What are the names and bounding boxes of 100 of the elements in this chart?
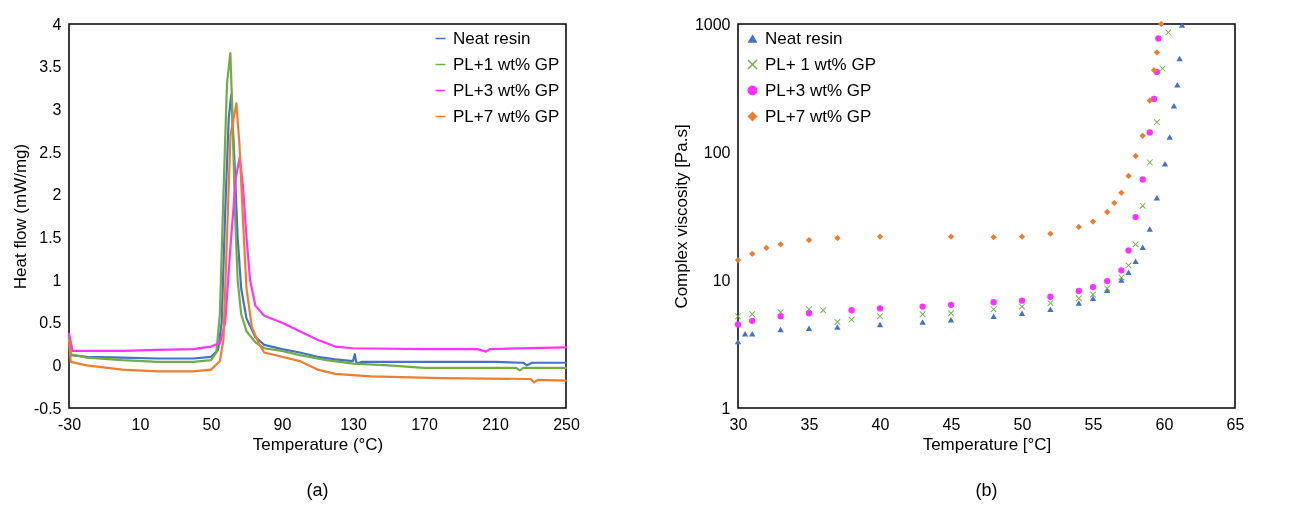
point bbox=[777, 241, 784, 248]
point bbox=[1139, 244, 1146, 251]
point bbox=[1125, 269, 1132, 275]
point bbox=[1018, 310, 1026, 316]
point bbox=[749, 331, 756, 337]
point bbox=[1146, 97, 1153, 104]
legend-label: Neat resin bbox=[453, 28, 531, 48]
point bbox=[1118, 267, 1125, 274]
point bbox=[1166, 134, 1173, 140]
point bbox=[1047, 306, 1054, 313]
x-tick-label: 50 bbox=[1013, 415, 1032, 433]
y-tick-label: 1000 bbox=[694, 15, 731, 33]
legend-label: PL+3 wt% GP bbox=[453, 80, 560, 100]
point bbox=[777, 313, 784, 320]
legend-label: PL+7 wt% GP bbox=[453, 106, 560, 126]
point bbox=[1075, 300, 1082, 306]
point bbox=[749, 317, 756, 324]
x-tick-label: 90 bbox=[273, 415, 292, 433]
text: (b) bbox=[975, 480, 998, 500]
point bbox=[919, 319, 926, 325]
point bbox=[741, 331, 749, 337]
point bbox=[734, 321, 742, 328]
point bbox=[1089, 295, 1097, 301]
point bbox=[1132, 152, 1139, 160]
y-tick-label: 2.5 bbox=[39, 143, 62, 161]
point bbox=[990, 299, 997, 306]
point bbox=[1075, 295, 1082, 302]
x-tick-label: 30 bbox=[729, 415, 748, 433]
y-axis-title: Complex viscosity [Pa.s] bbox=[671, 124, 691, 309]
point bbox=[1104, 277, 1111, 285]
x-tick-label: 170 bbox=[411, 415, 438, 433]
point bbox=[805, 325, 813, 331]
point bbox=[834, 318, 841, 326]
y-tick-label: 1 bbox=[52, 271, 62, 289]
point bbox=[1018, 297, 1026, 304]
point bbox=[834, 234, 841, 242]
point bbox=[1146, 159, 1153, 166]
x-tick-label: 50 bbox=[202, 415, 221, 433]
y-axis-title: Heat flow (mW/mg) bbox=[10, 143, 30, 290]
text: (a) bbox=[306, 480, 329, 500]
point bbox=[1132, 258, 1139, 265]
point bbox=[1146, 129, 1153, 136]
legend-label: Neat resin bbox=[765, 28, 843, 48]
y-tick-label: 4 bbox=[52, 15, 62, 33]
x-tick-label: 210 bbox=[482, 415, 509, 433]
point bbox=[1150, 95, 1158, 103]
y-tick-label: 100 bbox=[703, 143, 731, 161]
x-axis-title: Temperature (°C) bbox=[252, 434, 384, 454]
legend-label: PL+3 wt% GP bbox=[765, 80, 872, 100]
point bbox=[734, 256, 742, 264]
legend-label: PL+1 wt% GP bbox=[453, 54, 560, 74]
point bbox=[1153, 49, 1161, 56]
x-tick-label: 40 bbox=[871, 415, 890, 433]
legend-label: PL+7 wt% GP bbox=[765, 106, 872, 126]
x-tick-label: 45 bbox=[942, 415, 961, 433]
point bbox=[1018, 303, 1026, 310]
legend-label: PL+ 1 wt% GP bbox=[765, 54, 877, 74]
point bbox=[1125, 172, 1132, 180]
point bbox=[1089, 283, 1097, 291]
point bbox=[834, 324, 841, 330]
point bbox=[1047, 230, 1054, 237]
point bbox=[947, 301, 955, 308]
point bbox=[990, 234, 997, 241]
point bbox=[1178, 22, 1186, 28]
point bbox=[1047, 293, 1054, 300]
line-series bbox=[67, 156, 568, 353]
point bbox=[1047, 299, 1054, 307]
point bbox=[990, 313, 997, 320]
x-tick-label: 250 bbox=[553, 415, 580, 433]
point bbox=[1089, 291, 1097, 298]
point bbox=[763, 244, 770, 252]
x-tick-label: 55 bbox=[1084, 415, 1103, 433]
point bbox=[820, 307, 827, 314]
point bbox=[1176, 55, 1183, 62]
y-tick-label: 1.5 bbox=[39, 228, 62, 246]
y-tick-label: -0.5 bbox=[33, 399, 62, 417]
point bbox=[1139, 176, 1146, 183]
point bbox=[1132, 213, 1139, 221]
y-tick-label: 3.5 bbox=[39, 58, 62, 76]
x-tick-label: -30 bbox=[57, 415, 82, 433]
y-tick-label: 0 bbox=[52, 356, 62, 374]
point bbox=[1075, 223, 1082, 231]
x-tick-label: 35 bbox=[800, 415, 819, 433]
point bbox=[1158, 20, 1165, 28]
x-tick-label: 65 bbox=[1226, 415, 1245, 433]
y-tick-label: 1 bbox=[721, 399, 731, 417]
point bbox=[1118, 189, 1125, 196]
point bbox=[1146, 226, 1153, 232]
point bbox=[1089, 218, 1097, 225]
y-tick-label: 0.5 bbox=[39, 314, 62, 332]
point bbox=[1139, 202, 1146, 209]
point bbox=[749, 250, 756, 258]
point bbox=[848, 307, 855, 314]
point bbox=[1125, 247, 1132, 254]
point bbox=[777, 326, 784, 333]
y-tick-label: 2 bbox=[52, 186, 62, 204]
point bbox=[805, 236, 813, 244]
x-tick-label: 130 bbox=[340, 415, 367, 433]
point bbox=[919, 303, 926, 310]
x-axis-title: Temperature [°C] bbox=[922, 434, 1052, 454]
